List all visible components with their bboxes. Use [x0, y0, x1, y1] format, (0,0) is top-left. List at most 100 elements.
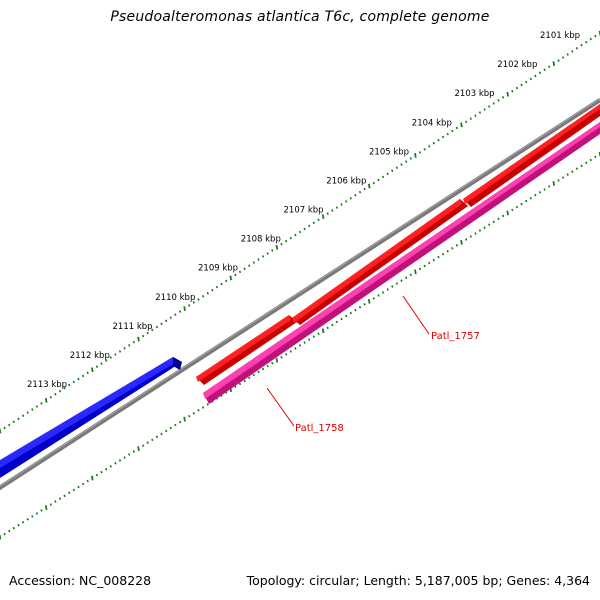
ruler-inner-tick [428, 261, 431, 265]
ruler-inner-tick [345, 314, 348, 318]
ruler-outer-tick [441, 135, 445, 139]
ruler-inner-tick [525, 199, 528, 203]
ruler-outer-tick [261, 255, 265, 258]
ruler-inner-tick [548, 185, 551, 188]
ruler-inner-tick [566, 173, 569, 176]
ruler-outer-tick [188, 304, 191, 307]
ruler-inner-tick [515, 205, 519, 209]
ruler-outer-tick [594, 34, 597, 38]
ruler-outer-tick [511, 89, 514, 93]
ruler-outer-tick [386, 172, 389, 176]
ruler-outer-tick [100, 362, 103, 365]
ruler-tick-label: 2112 kbp [70, 351, 110, 361]
gene-patl-1757[interactable] [292, 104, 600, 325]
ruler-outer-tick [432, 141, 435, 145]
ruler-outer-tick [49, 396, 52, 399]
ruler-outer-tick [183, 306, 186, 311]
ruler-outer-tick [492, 102, 495, 105]
ruler-outer-tick [589, 37, 592, 41]
ruler-inner-tick [432, 258, 435, 262]
ruler-outer-tick [58, 389, 62, 393]
ruler-outer-tick [340, 203, 343, 206]
ruler-inner-tick [358, 305, 362, 309]
ruler-inner-tick [81, 482, 85, 486]
ruler-outer-tick [229, 275, 233, 281]
ruler-inner-tick [141, 444, 145, 447]
ruler-tick-label: 2106 kbp [326, 176, 366, 186]
ruler-inner-tick [192, 412, 195, 415]
ruler-inner-tick [118, 459, 122, 462]
ruler-inner-tick [21, 521, 25, 524]
ruler-outer-tick [552, 61, 556, 67]
ruler-inner-tick [340, 317, 343, 321]
ruler-outer-tick [566, 53, 569, 56]
ruler-outer-tick [381, 175, 385, 179]
ruler-inner-tick [585, 161, 588, 165]
ruler-tick-label: 2111 kbp [113, 322, 153, 332]
ruler-outer-tick [520, 83, 523, 87]
ruler-inner-tick [441, 252, 445, 256]
ruler-inner-tick [261, 367, 265, 371]
ruler-inner-tick [326, 326, 329, 330]
ruler-outer-tick [469, 117, 472, 120]
ruler-inner-tick [58, 497, 62, 500]
map-title: Pseudoalteromonas atlantica T6c, complet… [110, 9, 490, 25]
ruler-outer-tick [345, 200, 348, 203]
ruler-inner-tick [423, 264, 426, 268]
ruler-outer-tick [91, 367, 94, 373]
ruler-inner-tick [543, 188, 546, 191]
gene-reverse-red-1[interactable] [196, 315, 297, 385]
ruler-inner-tick [561, 176, 565, 179]
label-patl-1758[interactable]: Patl_1758 [295, 423, 344, 434]
ruler-inner-tick [17, 523, 20, 527]
gene-patl-1758[interactable] [203, 122, 600, 404]
ruler-outer-tick [395, 166, 399, 169]
ruler-inner-tick [317, 332, 320, 335]
ruler-inner-tick [478, 229, 482, 232]
ruler-outer-tick [409, 157, 412, 160]
ruler-outer-tick [252, 261, 255, 264]
ruler-outer-tick [63, 386, 66, 390]
ruler-inner-tick [349, 311, 352, 315]
ruler-inner-tick [469, 235, 472, 238]
ruler-outer-tick [358, 190, 362, 194]
ruler-outer-tick [174, 313, 177, 316]
ruler-outer-tick [557, 59, 560, 62]
ruler-outer-tick [118, 350, 122, 353]
ruler-tick-label: 2113 kbp [27, 380, 67, 390]
ruler-inner-tick [40, 509, 43, 512]
ruler-outer-tick [451, 129, 454, 133]
ruler-outer-tick [474, 114, 477, 117]
ruler-tick-labels: 2101 kbp 2102 kbp 2103 kbp 2104 kbp 2105 kbp… [27, 31, 580, 390]
ruler-inner-tick [298, 344, 302, 347]
ruler-inner-tick [54, 500, 57, 503]
ruler-outer-tick [437, 138, 440, 142]
ruler-outer-tick [54, 393, 57, 396]
ruler-inner-tick [44, 505, 48, 510]
ruler-inner-tick [178, 420, 182, 424]
ruler-inner-tick [455, 244, 459, 247]
ruler-inner-tick [575, 167, 579, 170]
ruler-inner-tick [308, 338, 311, 341]
ruler-outer-tick [331, 209, 334, 212]
ruler-outer-tick [31, 408, 34, 411]
ruler-outer-tick [285, 239, 288, 243]
ruler-inner-tick [409, 273, 412, 277]
ruler-outer-tick [238, 270, 242, 274]
ruler-inner-tick [501, 214, 505, 218]
ruler-outer-tick [363, 187, 366, 191]
ruler-outer-tick [548, 65, 551, 68]
ruler-outer-tick [8, 423, 11, 427]
ruler-outer-tick [580, 43, 583, 47]
ruler-inner-tick [91, 475, 94, 481]
ruler-inner-tick [594, 155, 597, 159]
ruler-inner-tick [151, 438, 154, 442]
gene-forward-blue[interactable] [0, 357, 182, 478]
ruler-outer-tick [3, 426, 6, 430]
ruler-inner-tick [331, 323, 334, 327]
label-patl-1757[interactable]: Patl_1757 [431, 331, 480, 342]
ruler-tick-label: 2103 kbp [455, 89, 495, 99]
ruler-inner-tick [49, 503, 52, 506]
ruler-inner-tick [312, 335, 315, 338]
